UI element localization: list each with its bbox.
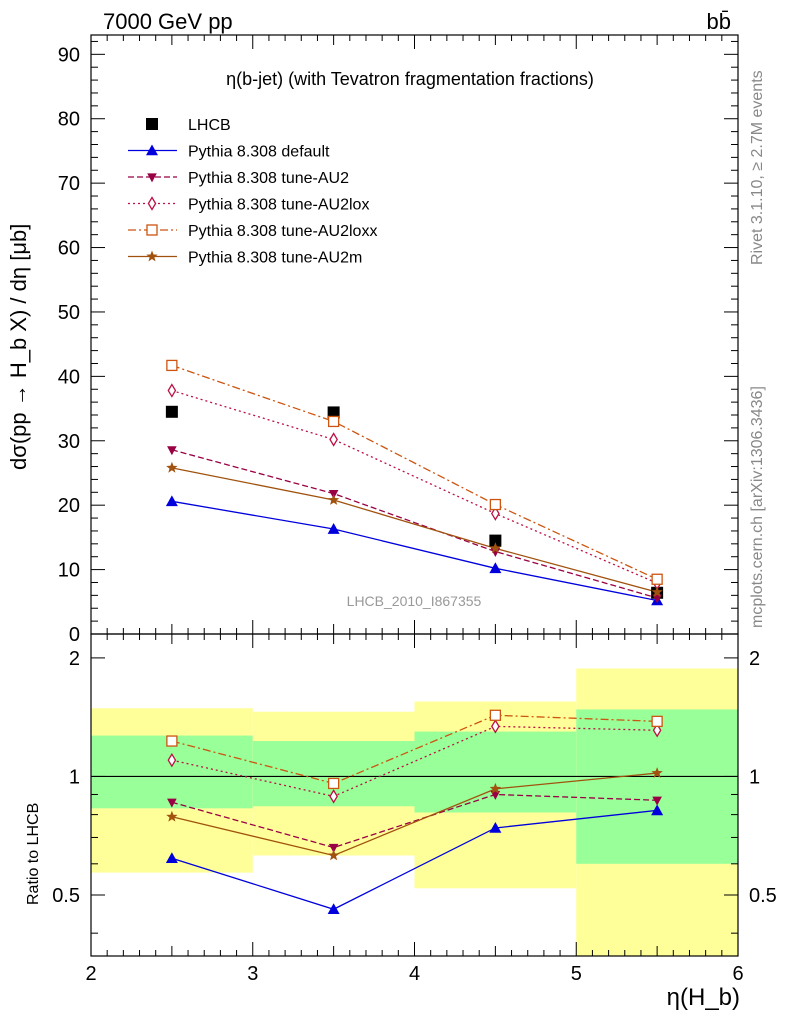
ratio-point-au2lox-0: [167, 752, 177, 768]
ratio-point-au2m-1: [327, 849, 340, 861]
legend-marker-default: [146, 144, 158, 156]
ratio-point-au2m-2: [489, 782, 502, 794]
legend-label-au2lox: Pythia 8.308 tune-AU2lox: [188, 197, 369, 214]
energy-label: 7000 GeV pp: [103, 9, 233, 34]
legend-label-au2loxx: Pythia 8.308 tune-AU2loxx: [188, 223, 377, 240]
ratio-point-au2m-3: [651, 767, 663, 778]
main-point-au2m-0: [166, 461, 178, 473]
legend-marker-au2: [147, 173, 157, 183]
ratio-point-au2-2: [490, 790, 501, 800]
legend-label-lhcb: LHCB: [188, 117, 231, 134]
series-lines: [171, 364, 658, 910]
main-line-au2loxx: [171, 364, 658, 580]
ratio-point-au2lox-1: [329, 789, 338, 804]
legend-label-default: Pythia 8.308 default: [188, 144, 330, 161]
main-line-default: [171, 500, 658, 602]
main-y-tick-label: 20: [58, 495, 80, 517]
ratio-y-tick-label: 0.5: [52, 885, 80, 907]
x-tick-label: 3: [247, 963, 258, 985]
main-point-au2m-2: [489, 542, 502, 554]
main-point-au2-3: [652, 594, 662, 604]
ratio-point-au2lox-3: [652, 723, 662, 738]
ratio-point-au2loxx-0: [166, 735, 178, 747]
analysis-watermark: LHCB_2010_I867355: [347, 593, 482, 609]
main-point-au2lox-0: [167, 383, 177, 398]
main-y-tick-label: 60: [58, 238, 80, 260]
ratio-y-axis-label: Ratio to LHCB: [25, 803, 42, 905]
ratio-y-tick-label-right: 0.5: [749, 885, 777, 907]
main-point-au2loxx-0: [166, 359, 178, 372]
main-point-lhcb-1: [327, 406, 340, 419]
main-line-au2m: [171, 467, 658, 593]
ratio-line-default: [171, 809, 658, 910]
main-point-au2loxx-2: [489, 498, 502, 511]
legend-label-au2m: Pythia 8.308 tune-AU2m: [188, 250, 362, 267]
x-axis-label: η(H_b): [667, 984, 740, 1011]
ratio-point-au2loxx-2: [489, 709, 502, 721]
ratio-y-tick-label-right: 2: [749, 648, 760, 670]
main-y-tick-label: 30: [58, 431, 80, 453]
chart-title: η(b-jet) (with Tevatron fragmentation fr…: [226, 69, 594, 89]
ratio-y-tick-label: 2: [69, 648, 80, 670]
band-inner-2: [414, 731, 577, 813]
main-point-au2loxx-3: [651, 573, 663, 585]
ratio-point-default-3: [651, 804, 664, 816]
main-line-au2lox: [171, 389, 658, 584]
legend-marker-au2m: [146, 250, 158, 262]
main-point-lhcb-0: [165, 405, 178, 418]
ratio-point-au2-0: [167, 798, 177, 808]
axis-ticks: [90, 35, 739, 956]
ratio-point-default-2: [489, 821, 502, 833]
ratio-y-tick-label: 1: [69, 766, 80, 788]
ratio-line-au2loxx: [171, 714, 658, 785]
ratio-y-tick-label-right: 1: [749, 766, 760, 788]
main-point-default-0: [165, 495, 178, 507]
main-point-au2-0: [167, 446, 177, 456]
main-y-tick-label: 50: [58, 302, 80, 324]
main-y-tick-label: 90: [58, 44, 80, 66]
x-tick-label: 6: [732, 963, 743, 985]
main-y-tick-label: 10: [58, 560, 80, 582]
main-point-au2m-1: [327, 494, 340, 505]
process-label: bb̄: [707, 9, 731, 34]
x-tick-label: 4: [409, 963, 420, 985]
main-point-lhcb-2: [489, 534, 502, 547]
main-point-default-1: [327, 523, 340, 534]
ratio-line-au2: [171, 793, 658, 849]
ratio-point-default-0: [165, 852, 178, 864]
legend-marker-au2lox: [147, 196, 157, 211]
ratio-line-au2m: [171, 772, 658, 857]
legend-label-au2: Pythia 8.308 tune-AU2: [188, 170, 349, 187]
legend-marker-au2loxx: [146, 224, 158, 236]
main-y-tick-label: 0: [69, 624, 80, 646]
legend: LHCB Pythia 8.308 default Pythia 8.308 tun…: [128, 117, 377, 267]
main-point-au2m-3: [651, 586, 663, 597]
main-point-default-2: [489, 562, 502, 574]
x-tick-label: 5: [571, 963, 582, 985]
ratio-point-au2-1: [328, 843, 339, 853]
ratio-point-au2loxx-3: [651, 715, 663, 728]
main-point-au2loxx-1: [327, 415, 340, 428]
legend-marker-lhcb: [146, 118, 158, 130]
ratio-point-au2loxx-1: [327, 777, 340, 790]
ratio-point-default-1: [327, 903, 340, 915]
series-markers: [165, 359, 664, 915]
y-axis-label: dσ(pp → H_b X) / dη [μb]: [6, 224, 31, 470]
mcplots-label: mcplots.cern.ch [arXiv:1306.3436]: [749, 386, 766, 628]
main-point-au2lox-1: [329, 432, 338, 447]
x-tick-label: 2: [85, 963, 96, 985]
ratio-point-au2m-0: [166, 810, 178, 822]
main-y-tick-label: 40: [58, 366, 80, 388]
main-line-au2: [171, 449, 658, 599]
main-y-tick-label: 70: [58, 173, 80, 195]
main-y-tick-label: 80: [58, 109, 80, 131]
rivet-version-label: Rivet 3.1.10, ≥ 2.7M events: [749, 70, 766, 265]
ratio-point-au2-3: [652, 796, 662, 806]
main-point-au2lox-2: [491, 506, 500, 521]
ratio-point-au2lox-2: [491, 719, 500, 734]
